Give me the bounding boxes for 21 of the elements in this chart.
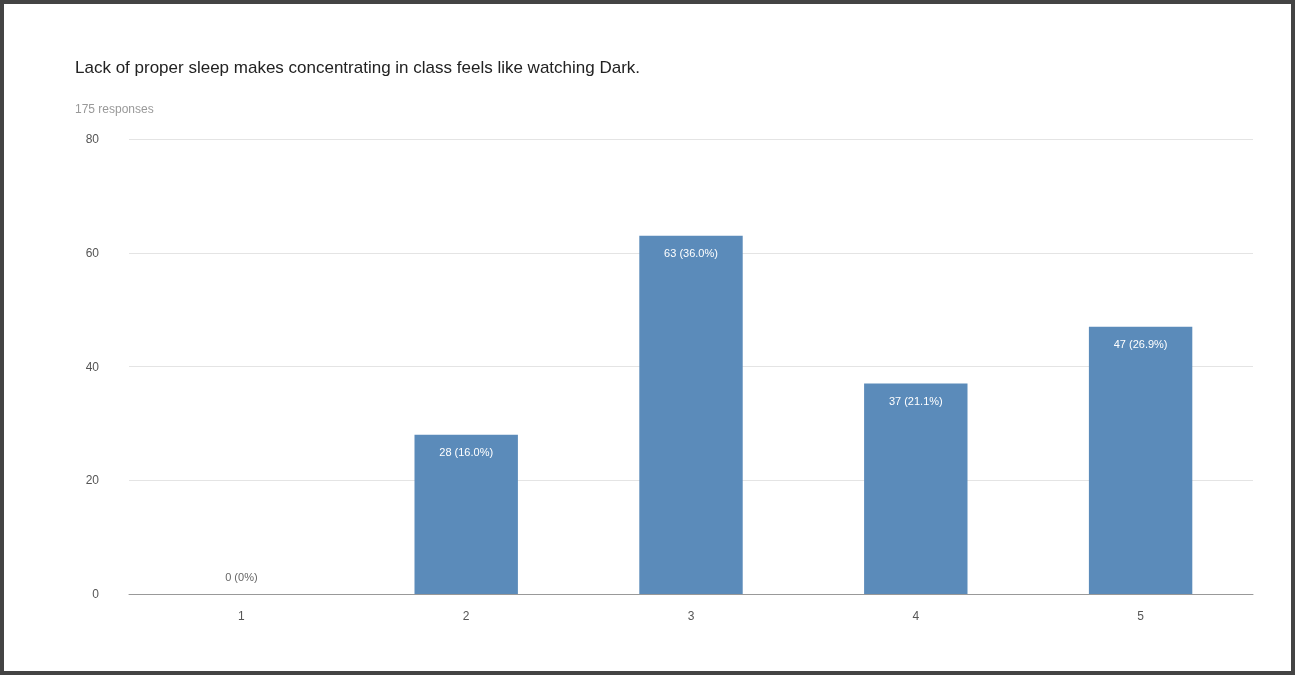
bar bbox=[639, 235, 743, 594]
y-tick-label: 0 bbox=[92, 587, 100, 601]
y-tick-label: 40 bbox=[85, 359, 100, 374]
chart-title: Lack of proper sleep makes concentrating in class feels like watching Dark. bbox=[75, 58, 641, 77]
data-label: 63 (36.0%) bbox=[664, 247, 718, 260]
data-label: 47 (26.9%) bbox=[1113, 338, 1168, 351]
data-label: 0 (0%) bbox=[225, 570, 258, 583]
x-tick-label: 4 bbox=[912, 609, 920, 623]
y-tick-label: 60 bbox=[85, 245, 100, 260]
x-tick-label: 5 bbox=[1137, 609, 1145, 623]
x-tick-label: 3 bbox=[687, 609, 695, 623]
bar bbox=[1088, 326, 1193, 594]
x-tick-label: 2 bbox=[462, 609, 470, 623]
y-tick-label: 80 bbox=[85, 132, 100, 146]
y-tick-label: 20 bbox=[85, 473, 100, 488]
data-label: 28 (16.0%) bbox=[439, 446, 494, 459]
bar bbox=[414, 434, 518, 594]
bar bbox=[864, 383, 968, 594]
data-label: 37 (21.1%) bbox=[888, 395, 943, 408]
chart-subtitle: 175 responses bbox=[75, 102, 154, 116]
x-tick-label: 1 bbox=[238, 609, 246, 623]
